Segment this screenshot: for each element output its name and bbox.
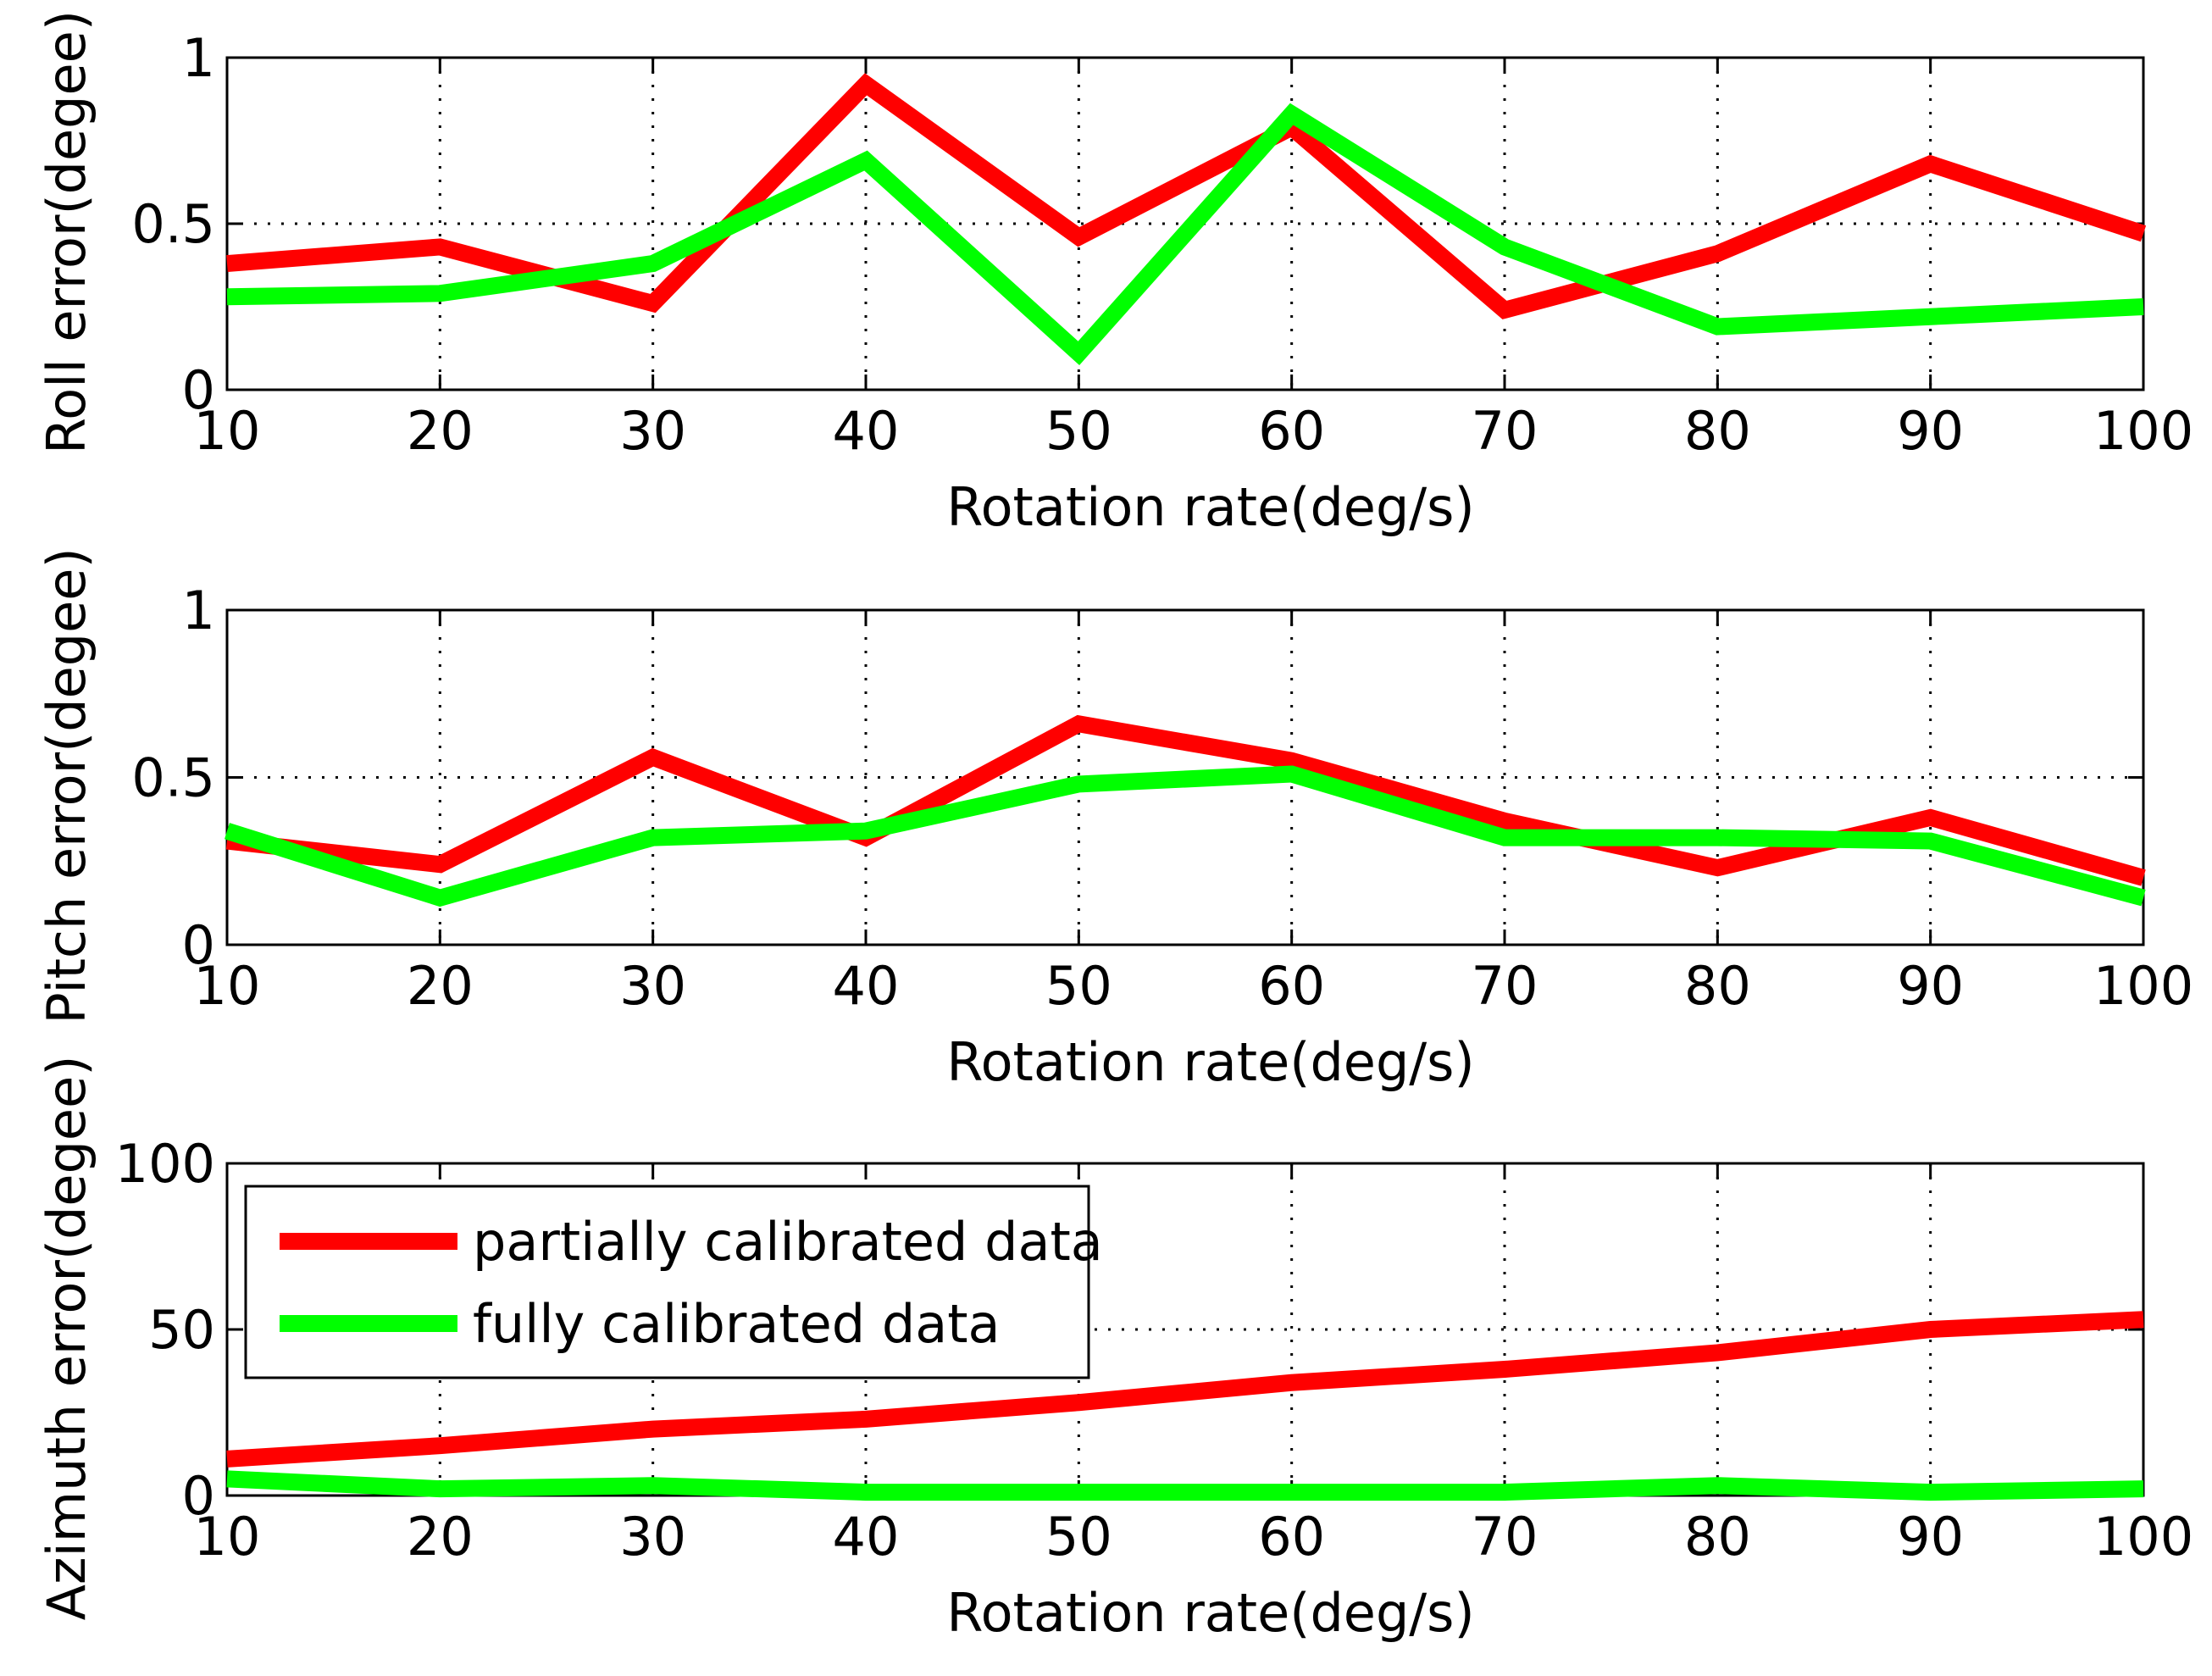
roll-ytick-label: 0 bbox=[182, 359, 215, 421]
pitch-xtick-label: 70 bbox=[1472, 955, 1538, 1017]
roll-xtick-label: 90 bbox=[1897, 400, 1964, 462]
pitch-xtick-label: 80 bbox=[1684, 955, 1751, 1017]
legend-label-partially-calibrated: partially calibrated data bbox=[473, 1211, 1103, 1273]
pitch-ytick-label: 0.5 bbox=[131, 747, 215, 809]
pitch-xlabel: Rotation rate(deg/s) bbox=[946, 1031, 1474, 1093]
azimuth-xtick-label: 50 bbox=[1045, 1506, 1112, 1568]
azimuth-xtick-label: 90 bbox=[1897, 1506, 1964, 1568]
azimuth-ylabel: Azimuth error(degee) bbox=[36, 1056, 97, 1621]
azimuth-xtick-label: 70 bbox=[1472, 1506, 1538, 1568]
azimuth-xtick-label: 40 bbox=[833, 1506, 900, 1568]
pitch-xtick-label: 60 bbox=[1258, 955, 1325, 1017]
roll-ylabel: Roll error(degee) bbox=[36, 10, 97, 454]
legend-label-fully-calibrated: fully calibrated data bbox=[473, 1293, 1001, 1355]
azimuth-xlabel: Rotation rate(deg/s) bbox=[946, 1582, 1474, 1644]
roll-ytick-label: 1 bbox=[182, 27, 215, 89]
pitch-xtick-label: 30 bbox=[619, 955, 686, 1017]
azimuth-ytick-label: 100 bbox=[115, 1133, 215, 1195]
roll-xlabel: Rotation rate(deg/s) bbox=[946, 476, 1474, 538]
roll-xtick-label: 50 bbox=[1045, 400, 1112, 462]
azimuth-xtick-label: 100 bbox=[2093, 1506, 2193, 1568]
roll-xtick-label: 40 bbox=[833, 400, 900, 462]
pitch-xtick-label: 90 bbox=[1897, 955, 1964, 1017]
pitch-xtick-label: 50 bbox=[1045, 955, 1112, 1017]
azimuth-xtick-label: 80 bbox=[1684, 1506, 1751, 1568]
pitch-xtick-label: 20 bbox=[407, 955, 474, 1017]
azimuth-xtick-label: 30 bbox=[619, 1506, 686, 1568]
roll-xtick-label: 70 bbox=[1472, 400, 1538, 462]
pitch-ylabel: Pitch error(degee) bbox=[36, 547, 97, 1024]
pitch-ytick-label: 0 bbox=[182, 914, 215, 976]
azimuth-xtick-label: 60 bbox=[1258, 1506, 1325, 1568]
roll-xtick-label: 20 bbox=[407, 400, 474, 462]
roll-xtick-label: 100 bbox=[2093, 400, 2193, 462]
roll-ytick-label: 0.5 bbox=[131, 193, 215, 255]
roll-xtick-label: 30 bbox=[619, 400, 686, 462]
roll-xtick-label: 80 bbox=[1684, 400, 1751, 462]
pitch-ytick-label: 1 bbox=[182, 580, 215, 641]
azimuth-legend: partially calibrated data fully calibrate… bbox=[246, 1186, 1103, 1378]
roll-xtick-label: 60 bbox=[1258, 400, 1325, 462]
azimuth-xtick-label: 20 bbox=[407, 1506, 474, 1568]
azimuth-ytick-label: 50 bbox=[148, 1299, 215, 1361]
pitch-xtick-label: 100 bbox=[2093, 955, 2193, 1017]
pitch-xtick-label: 40 bbox=[833, 955, 900, 1017]
azimuth-ytick-label: 0 bbox=[182, 1465, 215, 1527]
